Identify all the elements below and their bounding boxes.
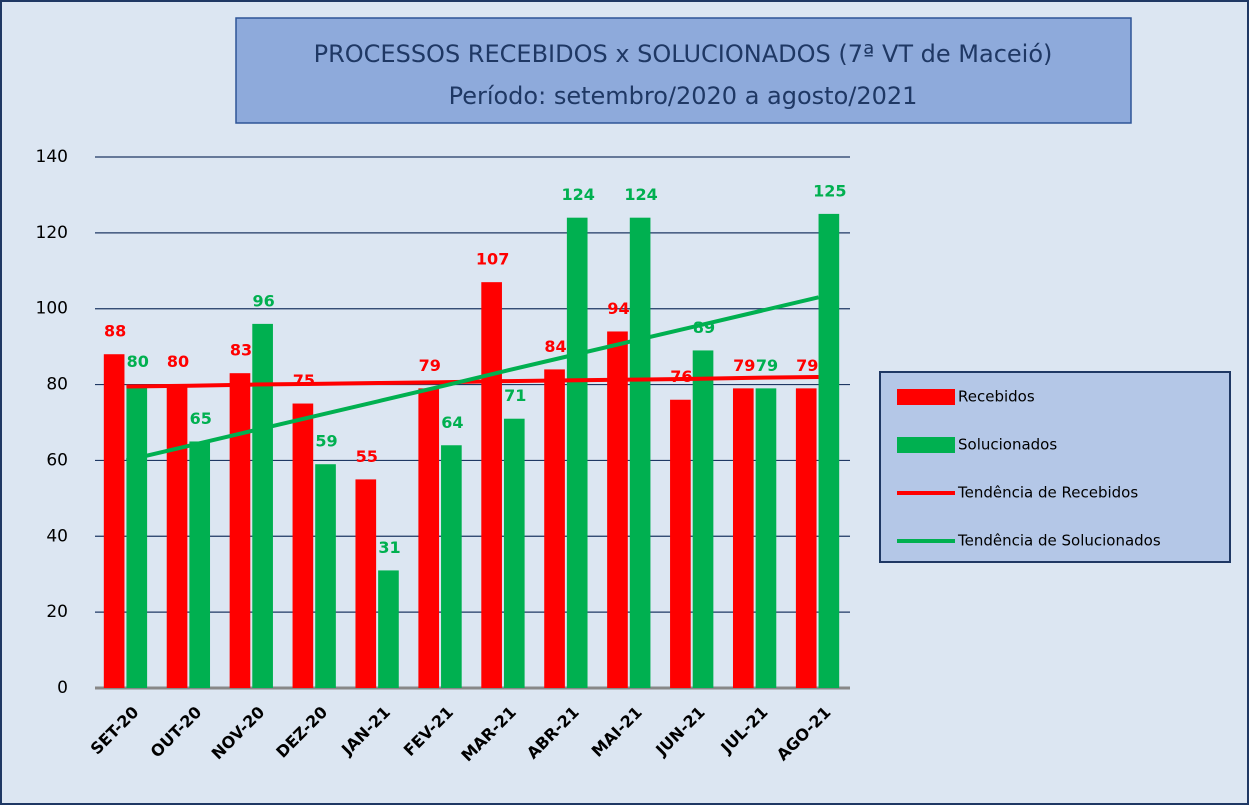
data-label: 71: [504, 386, 526, 405]
data-label: 94: [607, 299, 629, 318]
data-label: 96: [252, 291, 274, 310]
data-label: 80: [127, 352, 149, 371]
data-label: 80: [167, 352, 189, 371]
y-tick-label: 120: [36, 223, 68, 243]
y-tick-label: 0: [57, 678, 68, 698]
trend-line: [126, 374, 819, 389]
data-label: 84: [544, 337, 566, 356]
bar: [355, 479, 377, 688]
y-tick-label: 80: [46, 375, 68, 395]
data-label: 79: [756, 356, 778, 375]
bar: [189, 441, 211, 688]
bar: [441, 445, 462, 688]
bar: [126, 384, 148, 688]
data-label: 75: [293, 371, 315, 390]
data-label: 55: [356, 447, 378, 466]
data-label: 124: [624, 185, 657, 204]
data-label: 125: [813, 181, 846, 200]
legend-swatch: [897, 437, 955, 453]
bar: [566, 217, 588, 688]
bar: [607, 331, 628, 688]
data-label: 76: [670, 367, 692, 386]
bar: [166, 384, 188, 688]
y-tick-label: 100: [36, 299, 68, 319]
data-label: 88: [104, 322, 126, 341]
title-box: [235, 17, 1132, 124]
bar: [795, 388, 817, 688]
data-label: 79: [733, 356, 755, 375]
data-label: 31: [378, 538, 400, 557]
bar: [755, 388, 777, 688]
bar: [252, 323, 273, 688]
bar: [670, 399, 691, 688]
bar: [481, 282, 502, 688]
bar: [292, 403, 314, 688]
data-label: 83: [230, 341, 252, 360]
data-label: 107: [476, 250, 509, 269]
legend-swatch: [897, 389, 955, 405]
y-tick-label: 140: [36, 147, 68, 167]
legend-label: Solucionados: [958, 436, 1057, 454]
legend-label: Tendência de Recebidos: [957, 484, 1138, 502]
legend-label: Tendência de Solucionados: [957, 532, 1161, 550]
data-label: 79: [796, 356, 818, 375]
y-tick-label: 60: [46, 450, 68, 470]
bar: [503, 418, 525, 688]
data-label: 79: [419, 356, 441, 375]
y-tick-label: 40: [46, 526, 68, 546]
bar: [418, 388, 440, 688]
data-label: 64: [441, 413, 463, 432]
data-label: 124: [561, 185, 594, 204]
trend-line: [126, 295, 819, 463]
bar: [103, 354, 125, 688]
bar: [544, 369, 565, 688]
bar: [692, 350, 714, 688]
chart-subtitle: Período: setembro/2020 a agosto/2021: [449, 82, 918, 110]
y-tick-label: 20: [46, 602, 68, 622]
chart-title: PROCESSOS RECEBIDOS x SOLUCIONADOS (7ª V…: [314, 40, 1053, 68]
data-label: 59: [315, 432, 337, 451]
bar: [378, 570, 399, 688]
bar: [818, 213, 840, 688]
data-label: 65: [190, 409, 212, 428]
bar: [229, 373, 251, 688]
bar: [629, 217, 651, 688]
bar: [732, 388, 754, 688]
legend-label: Recebidos: [958, 388, 1035, 406]
bar: [315, 464, 336, 688]
